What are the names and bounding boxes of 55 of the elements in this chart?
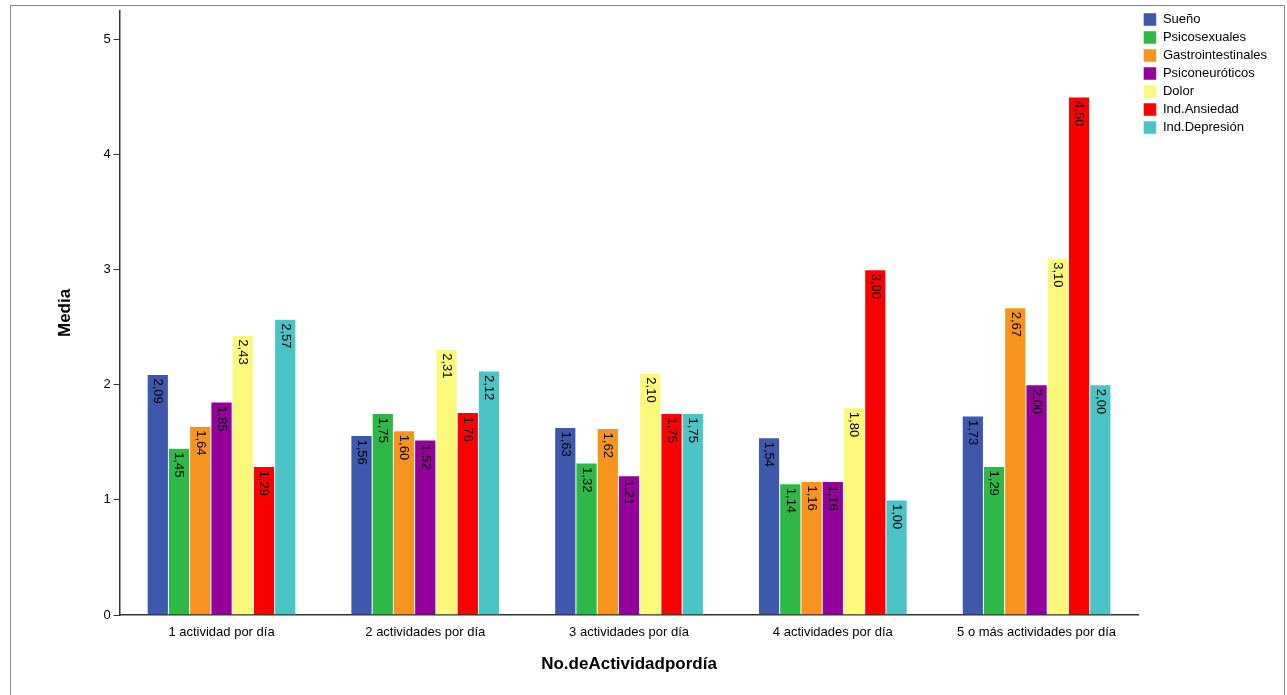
data-label: 1,64 xyxy=(193,430,209,456)
x-tick-label: 2 actividades por día xyxy=(365,624,487,640)
data-label: 3,00 xyxy=(868,273,884,300)
data-label: 1,76 xyxy=(461,416,477,442)
data-label: 1,73 xyxy=(966,419,982,446)
data-label: 1,16 xyxy=(826,485,842,511)
data-label: 1,63 xyxy=(558,431,574,457)
data-label: 1,54 xyxy=(762,441,778,468)
data-label: 1,85 xyxy=(214,406,230,432)
y-axis-title: Media xyxy=(54,288,74,337)
legend-label: Psiconeuróticos xyxy=(1162,65,1256,81)
legend-label: Psicosexuales xyxy=(1162,29,1247,45)
data-label: 1,75 xyxy=(686,417,702,443)
legend-label: Sueño xyxy=(1162,11,1201,27)
data-label: 2,43 xyxy=(236,339,252,365)
data-label: 1,45 xyxy=(172,452,188,478)
legend-label: Ind.Ansiedad xyxy=(1162,101,1239,117)
data-label: 1,32 xyxy=(579,467,595,493)
x-tick-label: 4 actividades por día xyxy=(772,624,894,640)
data-label: 2,12 xyxy=(482,375,498,401)
x-tick-label: 3 actividades por día xyxy=(569,624,690,640)
data-label: 1,62 xyxy=(601,432,617,458)
data-label: 1,75 xyxy=(664,417,680,443)
data-label: 2,67 xyxy=(1008,311,1024,338)
data-label: 1,14 xyxy=(783,487,799,514)
data-label: 2,00 xyxy=(1029,388,1045,415)
data-label: 2,00 xyxy=(1093,388,1109,415)
legend-label: Gastrointestinales xyxy=(1162,47,1268,63)
data-label: 1,60 xyxy=(397,434,413,461)
data-label: 1,21 xyxy=(622,479,638,506)
data-label: 1,00 xyxy=(889,503,905,530)
data-label: 2,31 xyxy=(439,353,455,379)
data-label: 1,52 xyxy=(418,444,434,470)
data-label: 1,29 xyxy=(987,470,1003,496)
data-label: 1,16 xyxy=(804,485,820,511)
data-label: 1,29 xyxy=(257,470,273,496)
legend-label: Ind.Depresión xyxy=(1162,119,1244,135)
data-label: 2,09 xyxy=(151,378,167,404)
x-axis-title: No.deActividadpordía xyxy=(541,654,718,674)
data-label: 1,80 xyxy=(847,411,863,438)
data-label: 2,10 xyxy=(643,377,659,403)
y-tick-label: 2 xyxy=(103,376,111,392)
y-tick-label: 1 xyxy=(103,491,111,507)
data-label: 4,50 xyxy=(1072,101,1088,127)
y-tick-label: 4 xyxy=(103,146,111,162)
data-label: 1,75 xyxy=(376,417,392,443)
data-label: 2,57 xyxy=(278,323,294,349)
data-label: 1,56 xyxy=(354,439,370,465)
x-tick-label: 5 o más actividades por día xyxy=(957,624,1117,640)
y-tick-label: 3 xyxy=(103,261,111,277)
data-label: 3,10 xyxy=(1051,262,1067,288)
legend-label: Dolor xyxy=(1162,83,1195,99)
x-tick-label: 1 actividad por día xyxy=(168,624,276,640)
y-tick-label: 0 xyxy=(103,606,111,622)
y-tick-label: 5 xyxy=(103,31,111,47)
